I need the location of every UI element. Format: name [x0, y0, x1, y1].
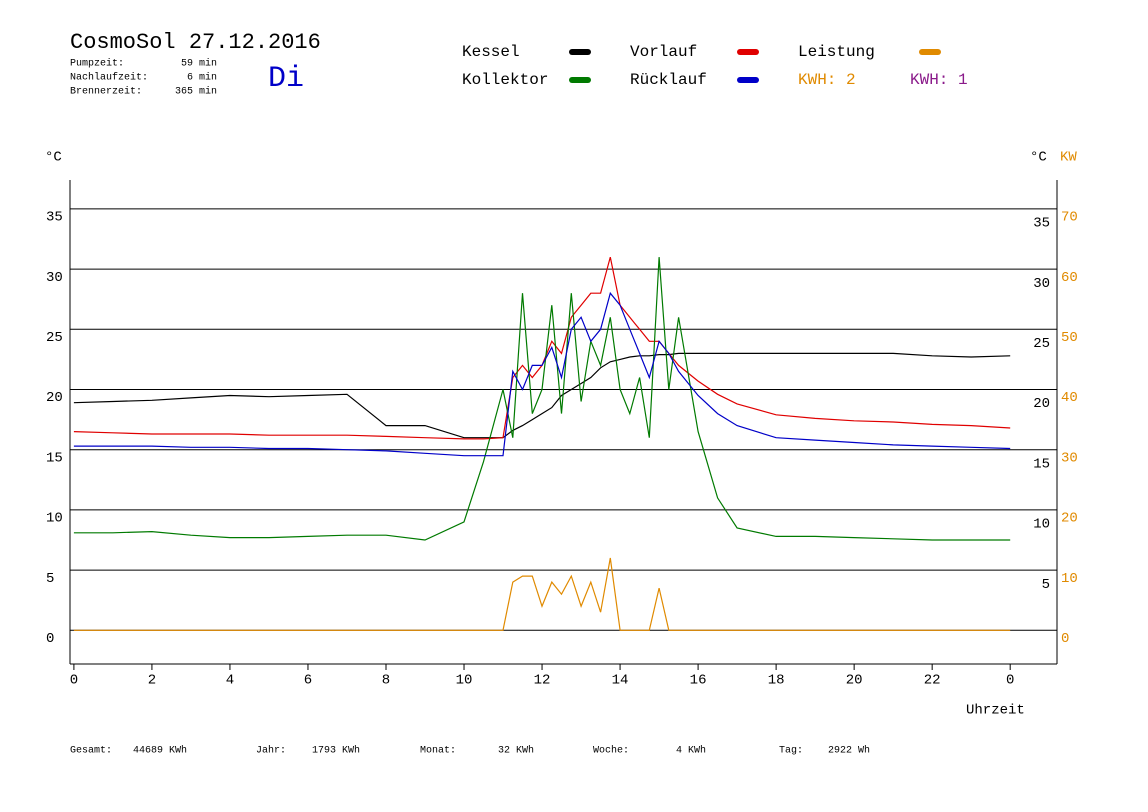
- y2-tick-label: 50: [1061, 330, 1078, 346]
- x-tick-label: 20: [846, 673, 863, 689]
- legend-label: Kollektor: [462, 71, 548, 89]
- series-line: [73, 256, 1011, 440]
- y2-tick-label: 30: [1061, 450, 1078, 466]
- total-value: 1793 KWh: [312, 745, 360, 757]
- total-label: Woche:: [593, 745, 629, 757]
- series-line: [73, 352, 1011, 439]
- x-tick-label: 16: [690, 673, 707, 689]
- y-axis-label: °C: [45, 150, 62, 166]
- x-tick-label: 0: [70, 673, 78, 689]
- y-tick-label: 20: [46, 390, 63, 406]
- x-tick-label: 18: [768, 673, 785, 689]
- x-tick-label: 10: [456, 673, 473, 689]
- stat-value: 59 min: [181, 58, 217, 70]
- y-tick-label: 30: [46, 270, 63, 286]
- kwh-label: KWH: 1: [910, 71, 968, 89]
- x-tick-label: 22: [924, 673, 941, 689]
- x-axis-label: Uhrzeit: [966, 703, 1025, 719]
- y-tick-label: 0: [46, 631, 54, 647]
- y-tick-label: 5: [46, 571, 54, 587]
- y-tick-label-right: 20: [1033, 396, 1050, 412]
- legend-label: Kessel: [462, 43, 520, 61]
- day-label: Di: [268, 62, 304, 96]
- y2-tick-label: 60: [1061, 270, 1078, 286]
- chart-title: CosmoSol 27.12.2016: [70, 30, 321, 55]
- y2-tick-label: 20: [1061, 511, 1078, 527]
- y2-tick-label: 40: [1061, 390, 1078, 406]
- series-line: [73, 291, 1011, 457]
- y2-tick-label: 10: [1061, 571, 1078, 587]
- legend-label: Vorlauf: [630, 43, 697, 61]
- total-label: Tag:: [779, 746, 803, 757]
- total-label: Jahr:: [256, 745, 286, 757]
- x-tick-label: 4: [226, 673, 234, 689]
- total-value: 44689 KWh: [133, 745, 187, 757]
- stat-label: Nachlaufzeit:: [70, 72, 148, 84]
- y2-tick-label: 0: [1061, 631, 1069, 647]
- y-tick-label: 10: [46, 511, 63, 527]
- y-tick-label-right: 35: [1033, 216, 1050, 232]
- series-line: [73, 557, 1011, 631]
- total-value: 4 KWh: [676, 745, 706, 757]
- legend-label: Rücklauf: [630, 71, 707, 89]
- stat-label: Brennerzeit:: [70, 86, 142, 98]
- y2-tick-label: 70: [1061, 210, 1078, 226]
- y-tick-label-right: 15: [1033, 456, 1050, 472]
- total-value: 2922 Wh: [828, 745, 870, 757]
- y-tick-label: 15: [46, 450, 63, 466]
- kwh-label: KWH: 2: [798, 71, 856, 89]
- y-tick-label-right: 5: [1042, 577, 1050, 593]
- x-tick-label: 14: [612, 673, 629, 689]
- series-line: [73, 257, 1011, 541]
- x-tick-label: 6: [304, 673, 312, 689]
- x-tick-label: 2: [148, 673, 156, 689]
- y2-axis-label: KW: [1060, 150, 1077, 166]
- stat-value: 6 min: [187, 72, 217, 84]
- x-tick-label: 0: [1006, 673, 1014, 689]
- y-tick-label-right: 10: [1033, 517, 1050, 533]
- y-tick-label: 35: [46, 210, 63, 226]
- total-label: Gesamt:: [70, 746, 112, 757]
- x-tick-label: 12: [534, 673, 551, 689]
- stat-label: Pumpzeit:: [70, 58, 124, 70]
- y-tick-label: 25: [46, 330, 63, 346]
- y-axis-label-right: °C: [1030, 150, 1047, 166]
- stat-value: 365 min: [175, 86, 217, 98]
- total-value: 32 KWh: [498, 745, 534, 757]
- x-tick-label: 8: [382, 673, 390, 689]
- total-label: Monat:: [420, 746, 456, 757]
- legend-label: Leistung: [798, 43, 875, 61]
- y-tick-label-right: 25: [1033, 336, 1050, 352]
- y-tick-label-right: 30: [1033, 276, 1050, 292]
